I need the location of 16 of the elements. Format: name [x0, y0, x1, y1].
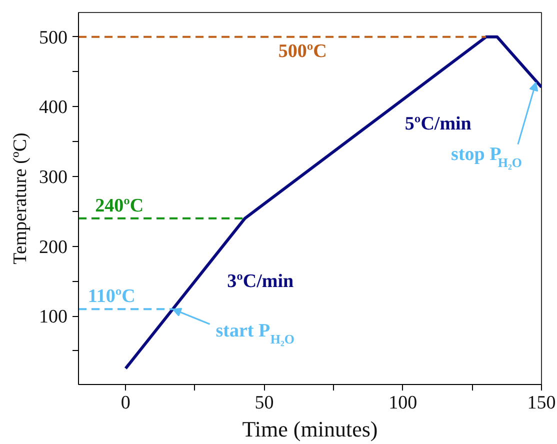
ref-line-label: 110ºC	[88, 286, 136, 308]
y-axis-title: Temperature (ºC)	[10, 132, 31, 264]
y-tick-label: 400	[39, 97, 68, 118]
y-tick-label: 500	[39, 27, 68, 48]
annotation: 3ºC/min	[227, 270, 294, 292]
x-tick-label: 0	[120, 392, 130, 414]
x-axis-title: Time (minutes)	[242, 416, 378, 442]
x-tick-label: 100	[388, 392, 418, 414]
ref-line-label: 240ºC	[95, 195, 144, 216]
y-tick-label: 200	[39, 236, 68, 258]
y-tick-label: 300	[39, 167, 68, 188]
x-tick-label: 150	[527, 392, 556, 414]
x-tick-label: 50	[254, 392, 274, 414]
y-tick-label: 100	[39, 306, 68, 328]
ref-line-label: 500ºC	[278, 40, 327, 62]
annotation: 5ºC/min	[404, 114, 472, 135]
